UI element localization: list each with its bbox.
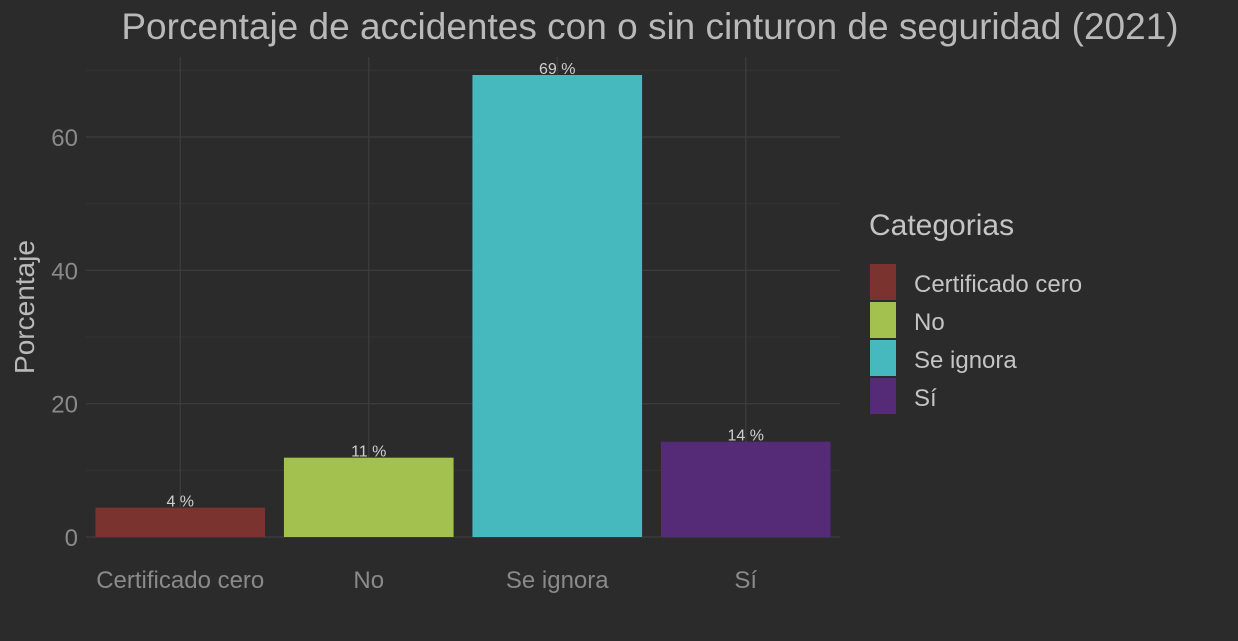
bar	[283, 457, 454, 537]
x-axis-ticks: Certificado cero No Se ignora Sí	[96, 567, 757, 594]
legend-label: No	[914, 309, 945, 336]
y-tick-label: 60	[51, 125, 78, 152]
bar-value-label: 69 %	[539, 61, 575, 78]
x-tick-label: No	[353, 567, 384, 594]
bar	[95, 507, 266, 537]
bar-value-label: 4 %	[166, 494, 194, 511]
legend-swatch	[870, 340, 896, 376]
x-tick-label: Se ignora	[506, 567, 609, 594]
bars	[95, 75, 831, 537]
bar-labels: 4 % 11 % 69 % 14 %	[166, 61, 764, 511]
legend-label: Certificado cero	[914, 271, 1082, 298]
y-tick-label: 40	[51, 258, 78, 285]
bar-value-label: 14 %	[728, 428, 764, 445]
bar	[660, 441, 831, 537]
x-tick-label: Certificado cero	[96, 567, 264, 594]
legend-swatch	[870, 302, 896, 338]
legend-label: Se ignora	[914, 347, 1017, 374]
x-tick-label: Sí	[734, 567, 757, 594]
legend-swatch	[870, 378, 896, 414]
y-axis-ticks: 0 20 40 60	[51, 125, 78, 552]
legend-label: Sí	[914, 385, 937, 412]
legend: Categorias Certificado cero No Se ignora Sí	[869, 209, 1082, 414]
bar	[472, 75, 643, 537]
y-tick-label: 20	[51, 392, 78, 419]
bar-value-label: 11 %	[351, 444, 386, 461]
y-axis-title: Porcentaje	[9, 240, 40, 374]
legend-title: Categorias	[869, 209, 1014, 242]
y-tick-label: 0	[65, 525, 78, 552]
legend-swatch	[870, 264, 896, 300]
chart-title: Porcentaje de accidentes con o sin cintu…	[121, 6, 1178, 47]
